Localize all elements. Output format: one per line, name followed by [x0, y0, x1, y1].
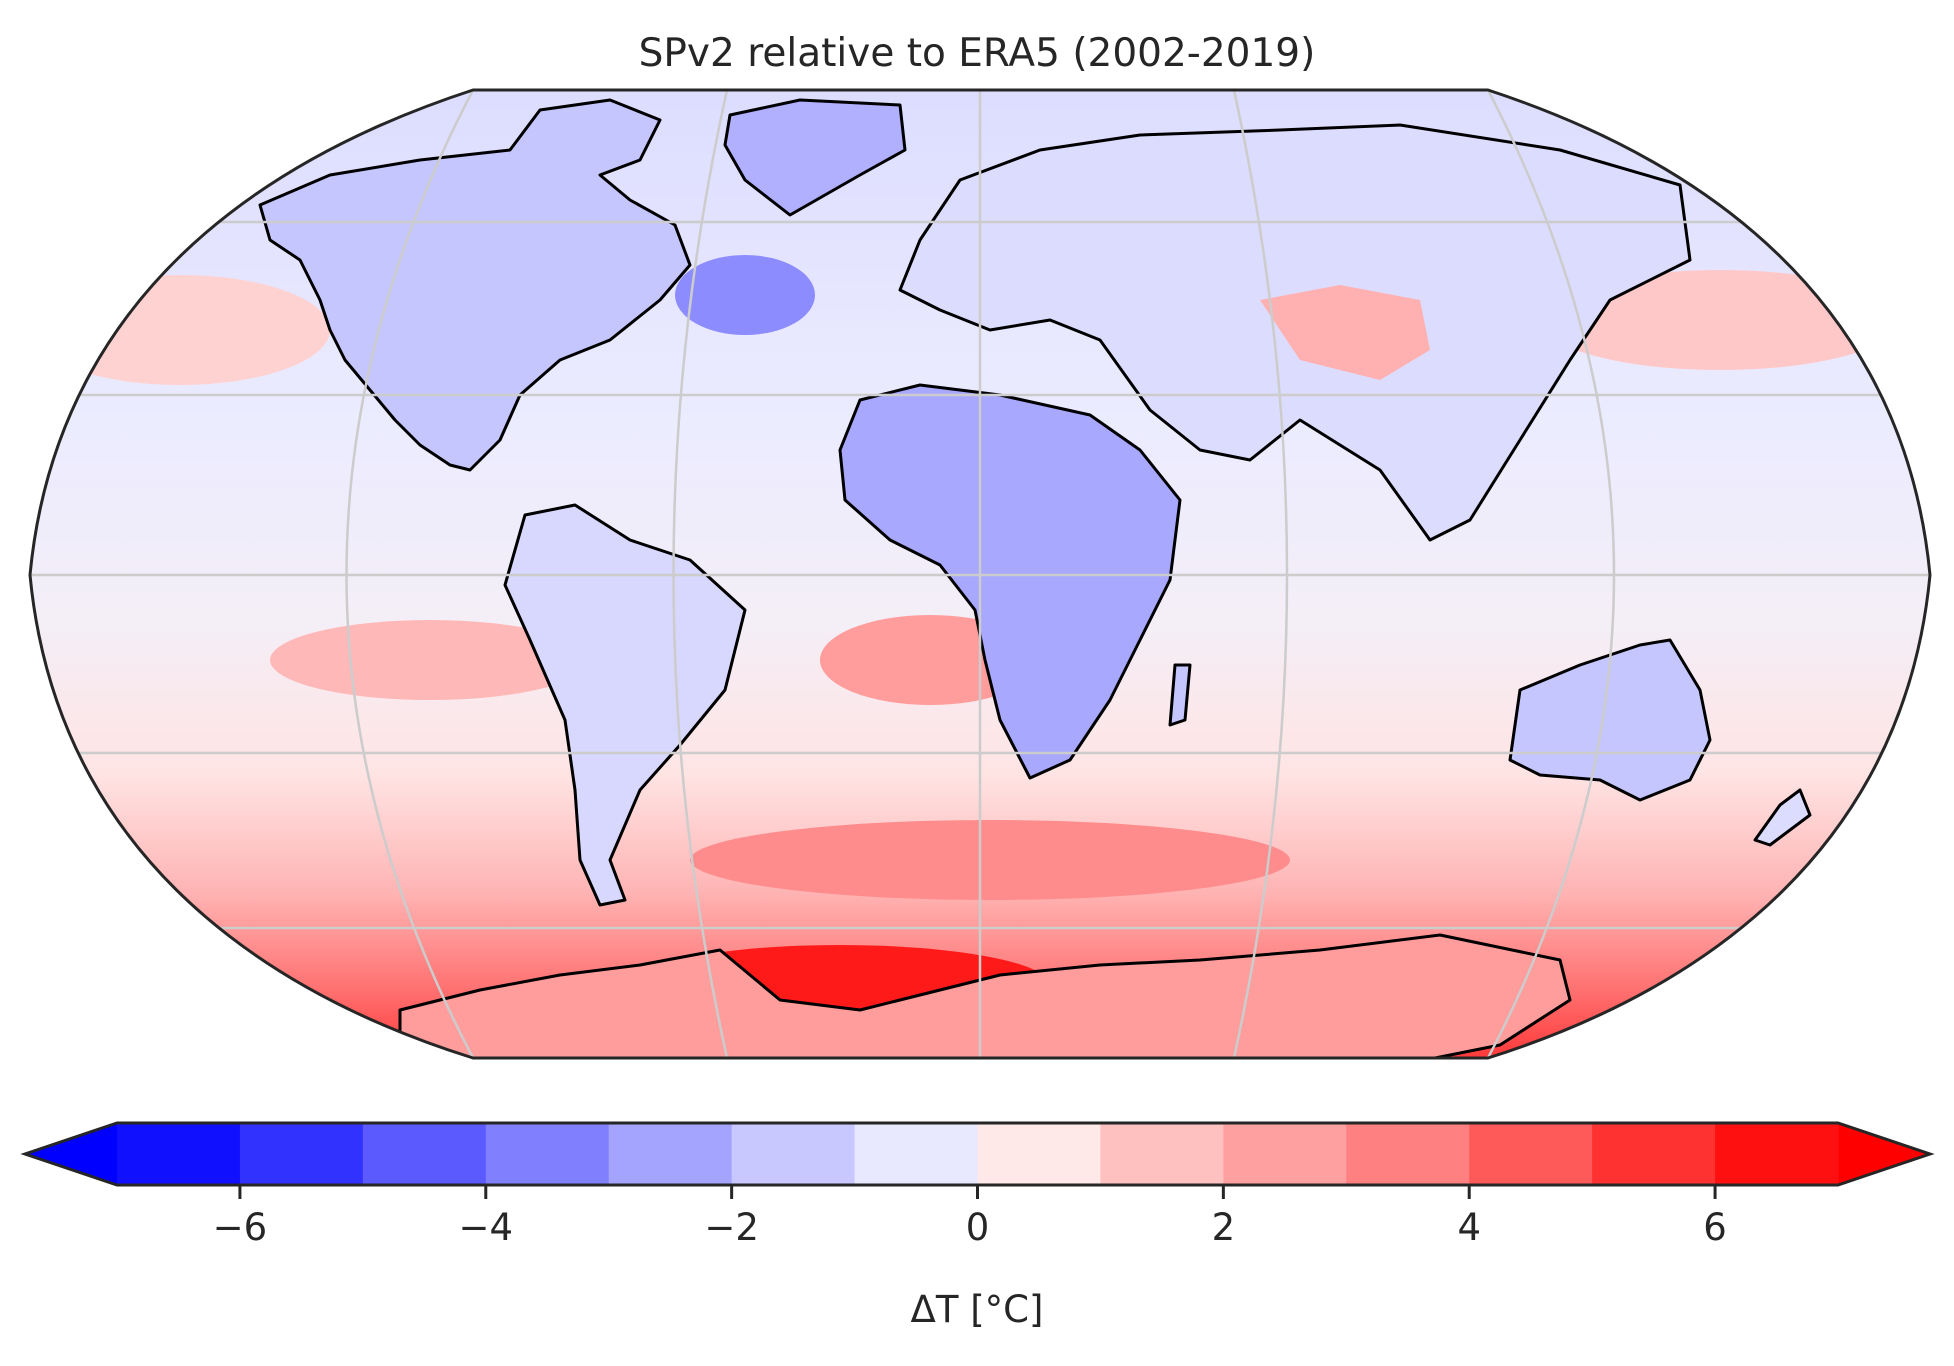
- colorbar-tick-label: −2: [704, 1206, 759, 1249]
- africa: [838, 383, 1182, 780]
- colorbar-extend-min: [25, 1123, 117, 1185]
- colorbar-tick-label: −4: [459, 1206, 514, 1249]
- gridline-lon-120e: [1486, 90, 1616, 1058]
- map-frame: [28, 88, 1932, 1060]
- chart-title: SPv2 relative to ERA5 (2002-2019): [639, 31, 1316, 76]
- colorbar-label: ΔT [°C]: [911, 1288, 1044, 1331]
- tibet-warm-band: [1260, 285, 1430, 380]
- colorbar-segment: [1346, 1123, 1470, 1185]
- gridline-lon-60w: [672, 90, 729, 1058]
- colorbar-segment: [977, 1123, 1102, 1185]
- colorbar: −6 −4 −2 0 2 4 6: [20, 1121, 1935, 1249]
- gridline-lon-60e: [1232, 90, 1289, 1058]
- colorbar-segment: [485, 1123, 610, 1185]
- australia: [1508, 638, 1712, 802]
- colorbar-tick-label: 0: [966, 1206, 990, 1249]
- colorbar-segment: [608, 1123, 733, 1185]
- ocean-anomaly-north-atlantic-cold: [675, 255, 815, 335]
- ocean-anomaly-east-pacific-warm: [30, 275, 330, 385]
- colorbar-segment: [1100, 1123, 1224, 1185]
- colorbar-segment: [117, 1123, 241, 1185]
- colorbar-tick-label: −6: [213, 1206, 268, 1249]
- map-gridlines: [30, 90, 1930, 1058]
- map-globe: [30, 90, 1930, 1058]
- colorbar-segment: [362, 1123, 487, 1185]
- madagascar: [1168, 663, 1192, 727]
- gridline-lon-120w: [345, 90, 475, 1058]
- ocean-anomaly-southern-ocean-warm: [690, 820, 1290, 900]
- colorbar-segment: [1715, 1123, 1839, 1185]
- colorbar-tick-label: 2: [1212, 1206, 1236, 1249]
- colorbar-outline: [20, 1121, 1935, 1187]
- colorbar-tick-label: 4: [1457, 1206, 1481, 1249]
- south-america: [503, 503, 747, 907]
- antarctica: [398, 933, 1572, 1058]
- continents: [258, 98, 1812, 1058]
- colorbar-segment: [1469, 1123, 1593, 1185]
- colorbar-tick-label: 6: [1703, 1206, 1727, 1249]
- colorbar-segment: [239, 1123, 364, 1185]
- colorbar-extend-max: [1838, 1123, 1930, 1185]
- colorbar-segment: [731, 1123, 856, 1185]
- new-zealand: [1753, 788, 1812, 847]
- colorbar-segment: [1592, 1123, 1716, 1185]
- ocean-anomaly-north-pacific-warm: [1540, 270, 1900, 370]
- colorbar-segment: [1223, 1123, 1347, 1185]
- greenland: [723, 98, 907, 217]
- colorbar-segment: [854, 1123, 979, 1185]
